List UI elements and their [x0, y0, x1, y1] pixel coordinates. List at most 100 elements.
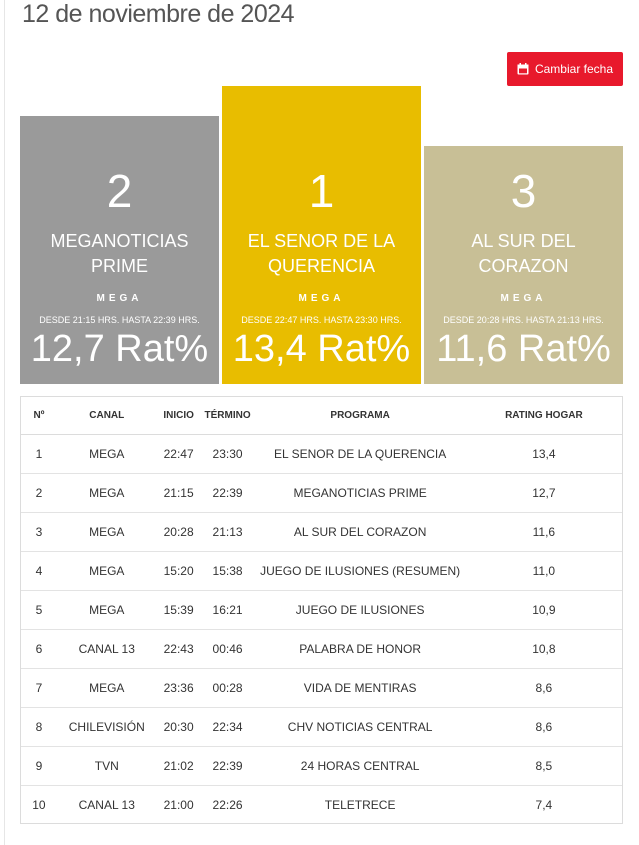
cell-start: 15:20 — [156, 551, 201, 591]
cell-program: VIDA DE MENTIRAS — [254, 668, 466, 708]
cell-number: 4 — [21, 551, 57, 591]
podium-rating: 13,4 Rat% — [232, 328, 411, 370]
table-row: 7 MEGA 23:36 00:28 VIDA DE MENTIRAS 8,6 — [21, 668, 622, 708]
date-title: 12 de noviembre de 2024 — [22, 0, 295, 28]
cell-start: 23:36 — [156, 668, 201, 708]
calendar-icon — [517, 63, 529, 75]
cell-program: MEGANOTICIAS PRIME — [254, 473, 466, 513]
table-row: 6 CANAL 13 22:43 00:46 PALABRA DE HONOR 10,8 — [21, 629, 622, 669]
cell-end: 22:39 — [200, 473, 255, 513]
cell-channel: MEGA — [56, 473, 157, 513]
cell-number: 10 — [32, 797, 46, 812]
cell-end: 23:30 — [200, 434, 255, 474]
table-row: 4 MEGA 15:20 15:38 JUEGO DE ILUSIONES (RESUM… — [21, 551, 622, 591]
page-left-border — [4, 0, 5, 845]
podium-first-place: 1 EL SENOR DE LA QUERENCIA MEGA DESDE 22… — [222, 86, 421, 384]
cell-number: 3 — [21, 512, 57, 552]
table-row: 5 MEGA 15:39 16:21 JUEGO DE ILUSIONES 10,9 — [21, 590, 622, 630]
podium-program: MEGANOTICIAS PRIME — [50, 231, 189, 276]
cell-start: 21:00 — [163, 797, 194, 812]
change-date-button[interactable]: Cambiar fecha — [507, 52, 623, 86]
cell-start: 20:30 — [156, 707, 201, 747]
table-row: 3 MEGA 20:28 21:13 AL SUR DEL CORAZON 11,6 — [21, 512, 622, 552]
cell-program: TELETRECE — [324, 797, 396, 812]
podium-rank: 3 — [510, 165, 537, 217]
cell-number: 6 — [21, 629, 57, 669]
cell-rating: 13,4 — [465, 434, 622, 474]
cell-start: 20:28 — [156, 512, 201, 552]
ratings-table-container: Nº CANAL INICIO TÉRMINO PROGRAMA RATING … — [20, 396, 623, 824]
cell-start: 21:15 — [156, 473, 201, 513]
cell-end: 22:26 — [212, 797, 243, 812]
cell-start: 15:39 — [156, 590, 201, 630]
cell-number: 1 — [21, 434, 57, 474]
cell-rating: 12,7 — [465, 473, 622, 513]
cell-channel: MEGA — [56, 434, 157, 474]
cell-program: CHV NOTICIAS CENTRAL — [254, 707, 466, 747]
cell-end: 22:39 — [200, 746, 255, 786]
header-rating: RATING HOGAR — [465, 397, 622, 435]
cell-program: AL SUR DEL CORAZON — [254, 512, 466, 552]
cell-rating: 10,9 — [465, 590, 622, 630]
table-row: 9 TVN 21:02 22:39 24 HORAS CENTRAL 8,5 — [21, 746, 622, 786]
cell-number: 7 — [21, 668, 57, 708]
cell-number: 2 — [21, 473, 57, 513]
podium-program: EL SENOR DE LA QUERENCIA — [247, 231, 396, 276]
cell-channel: MEGA — [56, 512, 157, 552]
cell-channel: CANAL 13 — [56, 629, 157, 669]
cell-start: 22:43 — [156, 629, 201, 669]
cell-channel: MEGA — [56, 668, 157, 708]
table-row: 10 CANAL 13 21:00 22:26 TELETRECE 7,4 — [21, 785, 622, 824]
cell-rating: 11,0 — [465, 551, 622, 591]
cell-number: 5 — [21, 590, 57, 630]
table-row: 8 CHILEVISIÓN 20:30 22:34 CHV NOTICIAS CENTR… — [21, 707, 622, 747]
cell-channel: TVN — [56, 746, 157, 786]
cell-rating: 8,6 — [465, 707, 622, 747]
podium-time: DESDE 22:47 HRS. HASTA 23:30 HRS. — [241, 315, 402, 325]
cell-end: 22:34 — [200, 707, 255, 747]
podium-program: AL SUR DEL CORAZON — [471, 231, 576, 276]
podium-rank: 2 — [106, 165, 133, 217]
podium-rating: 11,6 Rat% — [436, 328, 611, 370]
cell-channel: MEGA — [56, 551, 157, 591]
cell-rating: 10,8 — [465, 629, 622, 669]
cell-number: 9 — [21, 746, 57, 786]
ratings-table: Nº CANAL INICIO TÉRMINO PROGRAMA RATING … — [21, 397, 622, 824]
podium-channel: MEGA — [298, 293, 345, 304]
cell-rating: 8,5 — [465, 746, 622, 786]
cell-start: 22:47 — [156, 434, 201, 474]
cell-number: 8 — [21, 707, 57, 747]
cell-channel: CHILEVISIÓN — [56, 707, 157, 747]
cell-program: 24 HORAS CENTRAL — [254, 746, 466, 786]
cell-start: 21:02 — [156, 746, 201, 786]
podium-third-place: 3 AL SUR DEL CORAZON MEGA DESDE 20:28 HR… — [424, 146, 623, 384]
podium-rank: 1 — [308, 165, 335, 217]
cell-channel: MEGA — [56, 590, 157, 630]
cell-end: 21:13 — [200, 512, 255, 552]
header-channel: CANAL — [56, 397, 157, 435]
cell-program: JUEGO DE ILUSIONES (RESUMEN) — [254, 551, 466, 591]
cell-end: 16:21 — [200, 590, 255, 630]
podium-rating: 12,7 Rat% — [30, 328, 209, 370]
table-header-row: Nº CANAL INICIO TÉRMINO PROGRAMA RATING … — [21, 397, 622, 435]
cell-end: 00:46 — [200, 629, 255, 669]
cell-end: 00:28 — [200, 668, 255, 708]
podium-channel: MEGA — [96, 293, 143, 304]
header-program: PROGRAMA — [254, 397, 466, 435]
podium-time: DESDE 21:15 HRS. HASTA 22:39 HRS. — [39, 315, 200, 325]
header-end: TÉRMINO — [200, 397, 255, 435]
cell-program: PALABRA DE HONOR — [254, 629, 466, 669]
cell-channel: CANAL 13 — [78, 797, 135, 812]
podium-channel: MEGA — [500, 293, 547, 304]
table-row: 1 MEGA 22:47 23:30 EL SENOR DE LA QUERENCIA 1… — [21, 434, 622, 474]
cell-program: EL SENOR DE LA QUERENCIA — [254, 434, 466, 474]
table-row: 2 MEGA 21:15 22:39 MEGANOTICIAS PRIME 12,7 — [21, 473, 622, 513]
cell-program: JUEGO DE ILUSIONES — [254, 590, 466, 630]
header-number: Nº — [21, 397, 57, 435]
header-start: INICIO — [156, 397, 201, 435]
cell-rating: 8,6 — [465, 668, 622, 708]
cell-rating: 11,6 — [465, 512, 622, 552]
change-date-label: Cambiar fecha — [534, 62, 614, 76]
cell-end: 15:38 — [200, 551, 255, 591]
podium-second-place: 2 MEGANOTICIAS PRIME MEGA DESDE 21:15 HR… — [20, 116, 219, 384]
